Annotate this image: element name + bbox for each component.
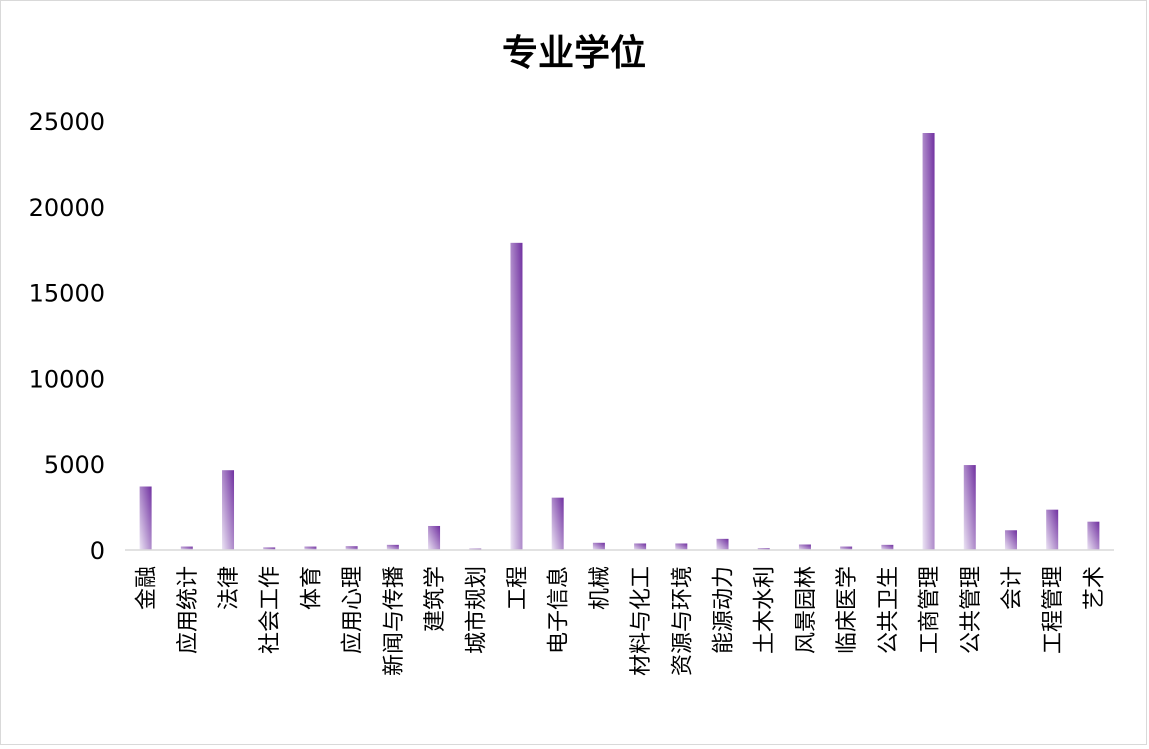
x-tick-label: 工商管理 (918, 566, 943, 654)
bars (139, 133, 1100, 550)
x-tick-label: 材料与化工 (629, 566, 654, 676)
bar (551, 497, 564, 550)
x-tick-label: 会计 (1000, 566, 1025, 610)
bar (592, 542, 605, 550)
bar (881, 544, 894, 550)
x-tick-label: 临床医学 (835, 566, 860, 654)
x-tick-label: 体育 (299, 566, 324, 610)
y-axis-ticks: 0 5000 10000 15000 20000 25000 (29, 108, 105, 565)
bar (386, 544, 399, 550)
x-tick-label: 应用心理 (341, 566, 366, 654)
y-tick-label: 5000 (44, 451, 105, 479)
bar (345, 546, 358, 550)
x-tick-label: 工程 (505, 566, 530, 610)
y-tick-label: 10000 (29, 365, 105, 393)
bar (263, 547, 276, 550)
x-tick-label: 金融 (135, 566, 160, 610)
bar (428, 525, 441, 550)
x-tick-label: 应用统计 (176, 566, 201, 654)
y-tick-label: 15000 (29, 280, 105, 308)
x-tick-label: 社会工作 (258, 566, 283, 654)
x-tick-label: 能源动力 (712, 566, 737, 654)
bar (510, 242, 523, 550)
y-tick-label: 20000 (29, 194, 105, 222)
x-tick-label: 法律 (217, 566, 242, 610)
bar (1004, 530, 1017, 550)
bar (139, 486, 152, 550)
x-tick-label: 工程管理 (1041, 566, 1066, 654)
x-axis-ticks: 金融 应用统计 法律 社会工作 体育 应用心理 新闻与传播 建筑学 城市规划 工程 电子信息 机械 材料… (135, 566, 1108, 676)
x-tick-label: 公共管理 (959, 566, 984, 654)
x-tick-label: 艺术 (1082, 566, 1107, 610)
x-tick-label: 资源与环境 (670, 566, 695, 676)
x-tick-label: 风景园林 (794, 566, 819, 654)
bar (222, 470, 235, 550)
chart-title: 专业学位 (502, 32, 646, 74)
bar (1046, 509, 1059, 550)
bar (840, 546, 853, 550)
bar (675, 543, 688, 550)
bar (634, 543, 647, 550)
x-tick-label: 机械 (588, 566, 613, 610)
bar (757, 548, 770, 550)
x-tick-label: 城市规划 (464, 566, 489, 654)
bar (1087, 521, 1100, 550)
bar (963, 465, 976, 550)
x-tick-label: 公共卫生 (876, 566, 901, 654)
x-tick-label: 土木水利 (753, 566, 778, 654)
x-tick-label: 新闻与传播 (382, 566, 407, 676)
y-tick-label: 25000 (29, 108, 105, 136)
x-tick-label: 电子信息 (547, 566, 572, 654)
y-tick-label: 0 (90, 537, 105, 565)
bar (716, 538, 729, 550)
x-tick-label: 建筑学 (423, 566, 448, 632)
bar (798, 544, 811, 550)
bar (304, 546, 317, 550)
bar (922, 133, 935, 550)
bar (180, 546, 193, 550)
